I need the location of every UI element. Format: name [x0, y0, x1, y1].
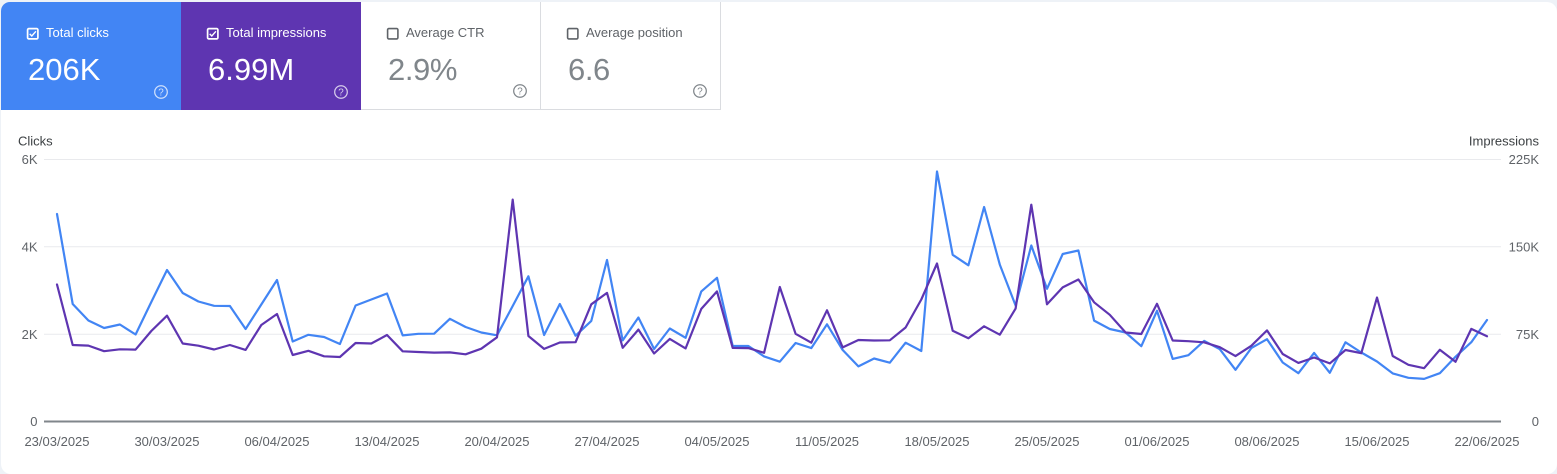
svg-text:?: ? — [517, 86, 523, 97]
svg-text:150K: 150K — [1509, 240, 1540, 255]
svg-text:?: ? — [158, 87, 164, 98]
svg-text:6K: 6K — [22, 152, 38, 167]
svg-text:04/05/2025: 04/05/2025 — [684, 434, 749, 449]
svg-text:30/03/2025: 30/03/2025 — [134, 434, 199, 449]
svg-text:23/03/2025: 23/03/2025 — [24, 434, 89, 449]
svg-text:18/05/2025: 18/05/2025 — [904, 434, 969, 449]
svg-text:4K: 4K — [22, 240, 38, 255]
svg-text:13/04/2025: 13/04/2025 — [354, 434, 419, 449]
svg-text:?: ? — [338, 87, 344, 98]
svg-text:75K: 75K — [1516, 327, 1539, 342]
svg-text:0: 0 — [30, 414, 37, 429]
svg-text:225K: 225K — [1509, 152, 1540, 167]
svg-text:06/04/2025: 06/04/2025 — [244, 434, 309, 449]
svg-text:22/06/2025: 22/06/2025 — [1454, 434, 1519, 449]
svg-text:20/04/2025: 20/04/2025 — [464, 434, 529, 449]
svg-text:01/06/2025: 01/06/2025 — [1124, 434, 1189, 449]
svg-text:15/06/2025: 15/06/2025 — [1344, 434, 1409, 449]
svg-text:0: 0 — [1532, 414, 1539, 429]
svg-text:2K: 2K — [22, 327, 38, 342]
svg-text:11/05/2025: 11/05/2025 — [795, 434, 859, 449]
svg-text:?: ? — [697, 86, 703, 97]
svg-text:27/04/2025: 27/04/2025 — [574, 434, 639, 449]
svg-text:25/05/2025: 25/05/2025 — [1014, 434, 1079, 449]
svg-text:08/06/2025: 08/06/2025 — [1234, 434, 1299, 449]
svg-text:Impressions: Impressions — [1469, 134, 1540, 149]
svg-text:Clicks: Clicks — [18, 134, 53, 149]
